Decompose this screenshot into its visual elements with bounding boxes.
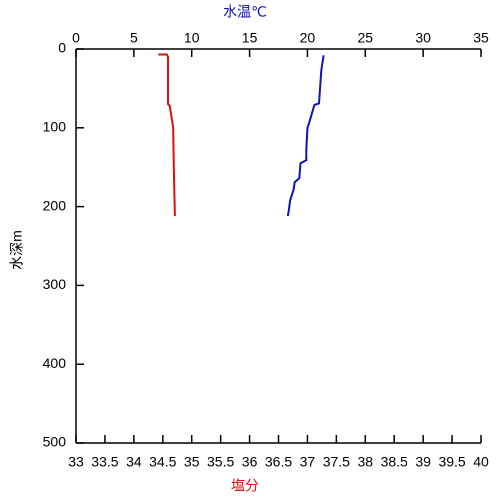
x-tick-label: 40	[473, 454, 489, 470]
y-tick-label: 300	[43, 276, 67, 292]
x-tick-label: 39.5	[438, 454, 465, 470]
x2-tick-label: 35	[473, 30, 489, 46]
profile-line	[286, 55, 325, 217]
x-tick-label: 36.5	[265, 454, 292, 470]
y-tick-label: 500	[43, 434, 67, 450]
x-tick-label: 35	[184, 454, 200, 470]
y-tick-label: 400	[43, 355, 67, 371]
x2-axis-label: 水温℃	[223, 4, 267, 20]
x-tick-label: 34.5	[149, 454, 176, 470]
y-axis-label: 水深m	[9, 230, 25, 270]
y-tick-label: 0	[58, 40, 66, 56]
x2-tick-label: 5	[130, 30, 138, 46]
x-tick-label: 39	[415, 454, 431, 470]
y-tick-label: 200	[43, 197, 67, 213]
x-tick-label: 37.5	[323, 454, 350, 470]
x2-tick-label: 25	[357, 30, 373, 46]
x-axis-label: 塩分	[231, 478, 259, 494]
x-tick-label: 33	[68, 454, 84, 470]
y-tick-label: 100	[43, 119, 67, 135]
x2-tick-label: 15	[242, 30, 258, 46]
x2-tick-label: 0	[72, 30, 80, 46]
x-tick-label: 35.5	[207, 454, 234, 470]
x-tick-label: 36	[242, 454, 258, 470]
x-tick-label: 38.5	[381, 454, 408, 470]
x-tick-label: 33.5	[91, 454, 118, 470]
x-tick-label: 38	[357, 454, 373, 470]
x-tick-label: 37	[300, 454, 316, 470]
x2-tick-label: 10	[184, 30, 200, 46]
x-tick-label: 34	[126, 454, 142, 470]
profile-line	[158, 53, 176, 217]
x2-tick-label: 20	[300, 30, 316, 46]
x2-tick-label: 30	[415, 30, 431, 46]
